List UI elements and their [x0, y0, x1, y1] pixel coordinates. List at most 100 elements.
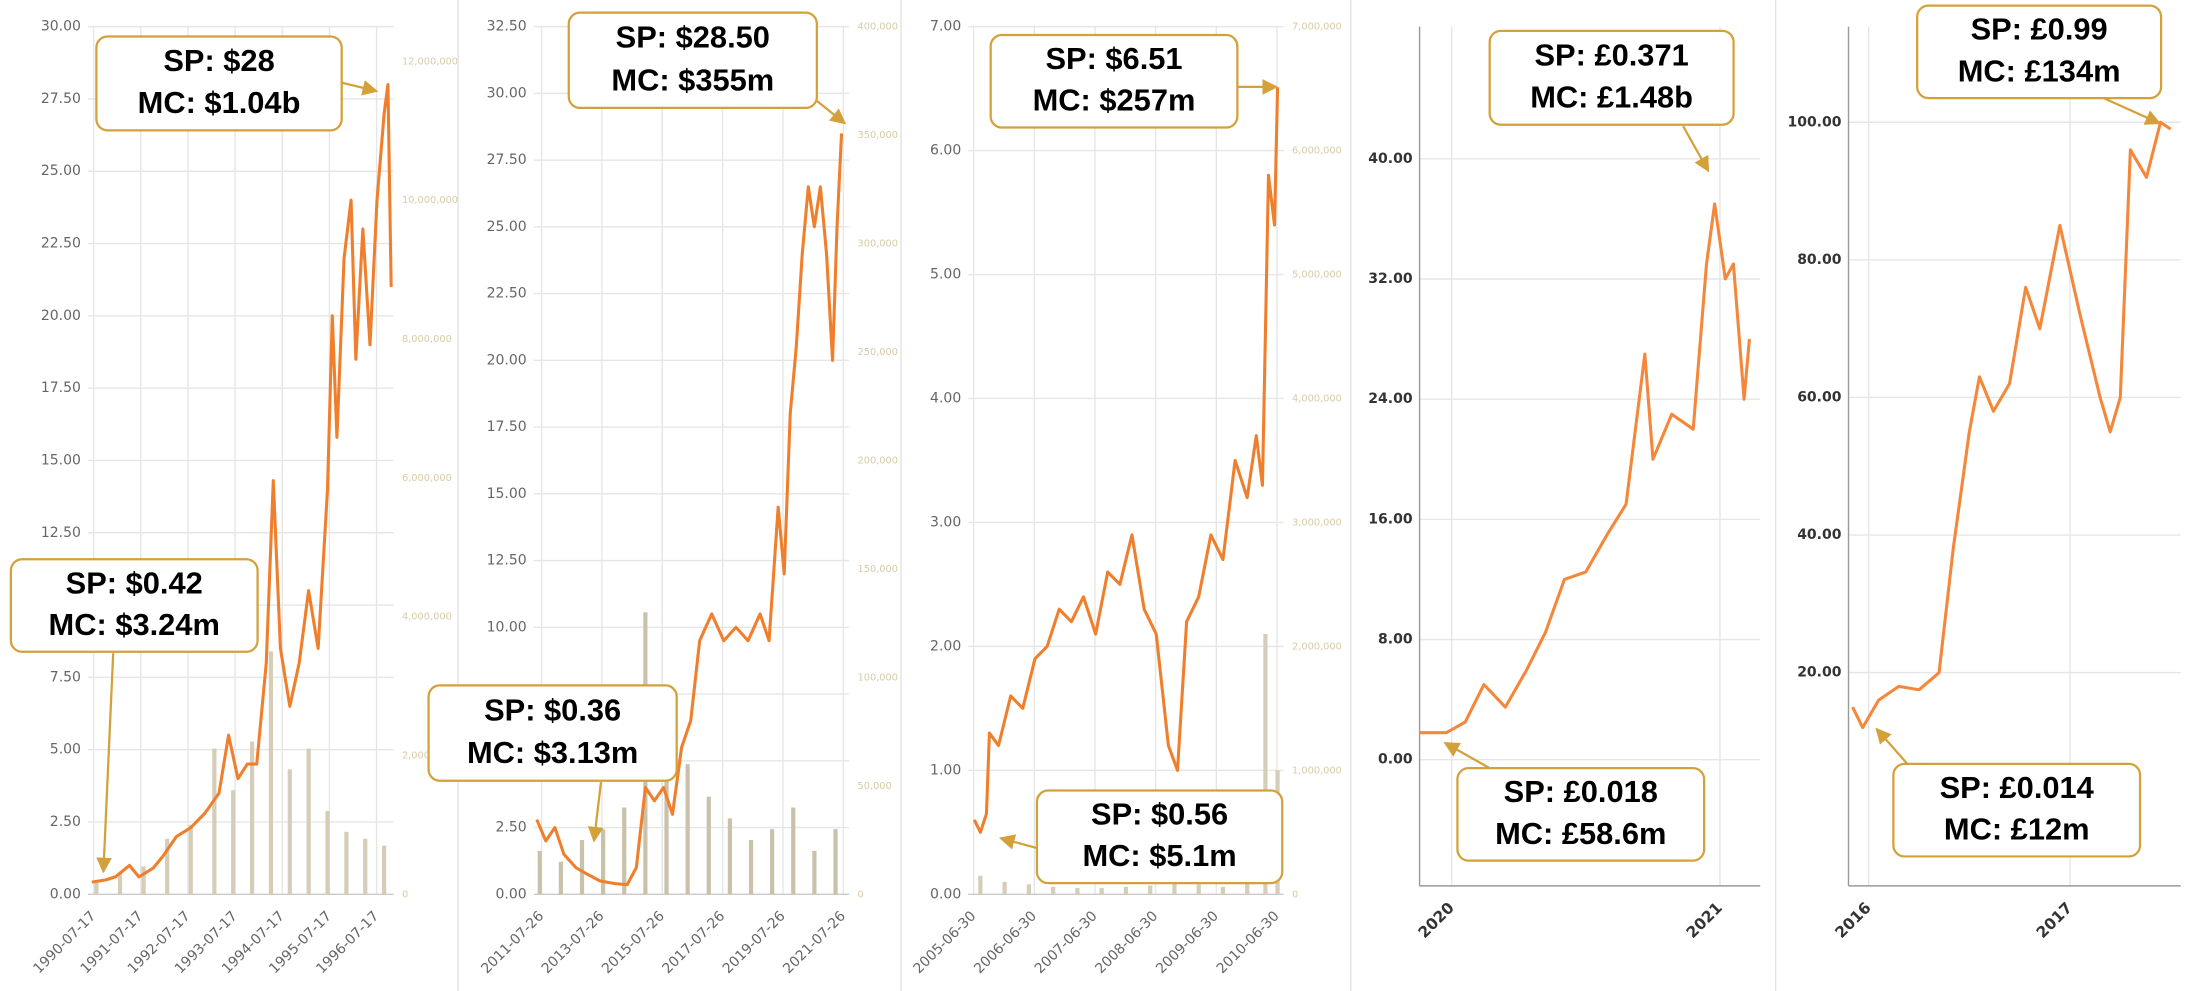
- volume-bar: [94, 880, 99, 895]
- y-tick-label: 15.00: [41, 452, 81, 468]
- y2-tick-label: 50,000: [858, 781, 892, 792]
- annotation-text: SP: $0.36: [484, 692, 621, 727]
- volume-bar: [748, 840, 754, 895]
- volume-bar: [558, 861, 563, 895]
- y-tick-label: 22.50: [487, 286, 527, 302]
- annotation-text: MC: $3.24m: [49, 607, 220, 642]
- volume-bar: [537, 850, 542, 895]
- y2-tick-label: 1,000,000: [1292, 765, 1342, 776]
- y-tick-label: 16.00: [1368, 511, 1413, 527]
- annotation-box: [1488, 29, 1735, 126]
- annotation-arrow: [1443, 741, 1491, 770]
- y2-tick-label: 100,000: [858, 672, 899, 683]
- annotation-box: [9, 558, 259, 653]
- volume-bar: [579, 840, 585, 895]
- price-line: [1851, 120, 2172, 730]
- price-line: [1419, 202, 1751, 735]
- y2-tick-label: 350,000: [858, 130, 899, 141]
- annotation-text: MC: $5.1m: [1082, 838, 1236, 873]
- y-tick-label: 17.50: [41, 380, 81, 396]
- y2-tick-label: 250,000: [858, 347, 899, 358]
- volume-bar: [601, 829, 606, 895]
- y-tick-label: 20.00: [487, 352, 527, 368]
- y2-tick-label: 7,000,000: [1292, 22, 1342, 33]
- y2-tick-label: 150,000: [858, 564, 899, 575]
- volume-bar: [268, 651, 274, 895]
- volume-bar: [1245, 881, 1250, 895]
- y2-tick-label: 6,000,000: [1292, 146, 1342, 157]
- volume-bar: [791, 807, 796, 895]
- y-tick-label: 2.50: [50, 814, 81, 830]
- volume-bar: [1220, 886, 1226, 895]
- annotation-text: MC: £12m: [1944, 812, 2090, 847]
- y2-tick-label: 2,000,000: [1292, 641, 1342, 652]
- y-tick-label: 17.50: [487, 419, 527, 435]
- y-tick-label: 100.00: [1787, 114, 1841, 130]
- y2-tick-label: 400,000: [858, 22, 899, 33]
- y-tick-label: 12.50: [487, 553, 527, 569]
- volume-bar: [141, 866, 146, 895]
- y-tick-label: 7.00: [930, 19, 961, 35]
- volume-bar: [117, 873, 123, 895]
- annotation-arrow: [96, 653, 115, 874]
- volume-bar: [287, 769, 292, 895]
- annotation-arrow: [998, 834, 1038, 850]
- y-tick-label: 27.50: [487, 152, 527, 168]
- y-tick-label: 7.50: [50, 669, 81, 685]
- y2-tick-label: 300,000: [858, 239, 899, 250]
- annotation-arrow: [587, 782, 604, 843]
- volume-bar: [833, 829, 838, 895]
- y-tick-label: 1.00: [930, 762, 961, 778]
- annotation-text: SP: $0.42: [66, 565, 203, 600]
- volume-bar: [1172, 883, 1177, 895]
- y-tick-label: 32.50: [487, 19, 527, 35]
- annotation-text: SP: £0.014: [1940, 770, 2094, 805]
- volume-bar: [1026, 884, 1031, 895]
- annotation-arrow: [341, 80, 379, 96]
- y-tick-label: 10.00: [487, 619, 527, 635]
- y-tick-label: 20.00: [1797, 665, 1842, 681]
- y-tick-label: 32.00: [1368, 271, 1413, 287]
- annotation-text: MC: $1.04b: [138, 85, 301, 120]
- y2-tick-label: 4,000,000: [1292, 393, 1342, 404]
- annotation-text: SP: $6.51: [1045, 41, 1182, 76]
- annotation-box: [567, 11, 818, 110]
- annotation-box: [1892, 762, 2142, 858]
- annotation-text: MC: £134m: [1958, 53, 2121, 88]
- annotation-text: SP: £0.99: [1971, 12, 2108, 47]
- y2-tick-label: 2,000,000: [402, 750, 452, 761]
- volume-bar: [727, 818, 732, 895]
- y-tick-label: 3.00: [930, 514, 961, 530]
- annotation-text: MC: £58.6m: [1495, 816, 1666, 851]
- y-tick-label: 25.00: [41, 163, 81, 179]
- volume-bar: [812, 850, 817, 895]
- volume-bar: [1051, 886, 1056, 895]
- price-line: [91, 82, 393, 884]
- volume-bar: [212, 748, 217, 895]
- y2-tick-label: 4,000,000: [402, 612, 452, 623]
- y-tick-label: 60.00: [1797, 389, 1842, 405]
- volume-bar: [622, 807, 627, 895]
- annotation-box: [989, 33, 1239, 129]
- price-line: [535, 133, 844, 887]
- annotation-text: SP: $28.50: [616, 19, 770, 54]
- y-tick-label: 40.00: [1797, 527, 1842, 543]
- volume-bar: [1002, 881, 1007, 895]
- volume-bar: [1099, 888, 1104, 895]
- y2-tick-label: 0: [858, 889, 864, 900]
- y2-tick-label: 200,000: [858, 455, 899, 466]
- y-tick-label: 0.00: [496, 886, 527, 902]
- annotation-text: MC: $355m: [611, 62, 774, 97]
- volume-bar: [770, 829, 775, 895]
- y-tick-label: 27.50: [41, 91, 81, 107]
- volume-bar: [188, 824, 193, 895]
- y-tick-label: 0.00: [50, 886, 81, 902]
- annotation-box: [1456, 767, 1706, 862]
- y-tick-label: 4.00: [930, 390, 961, 406]
- annotation-text: SP: £0.371: [1534, 37, 1688, 72]
- y2-tick-label: 12,000,000: [402, 56, 458, 67]
- price-line: [972, 87, 1280, 834]
- y2-tick-label: 10,000,000: [402, 195, 458, 206]
